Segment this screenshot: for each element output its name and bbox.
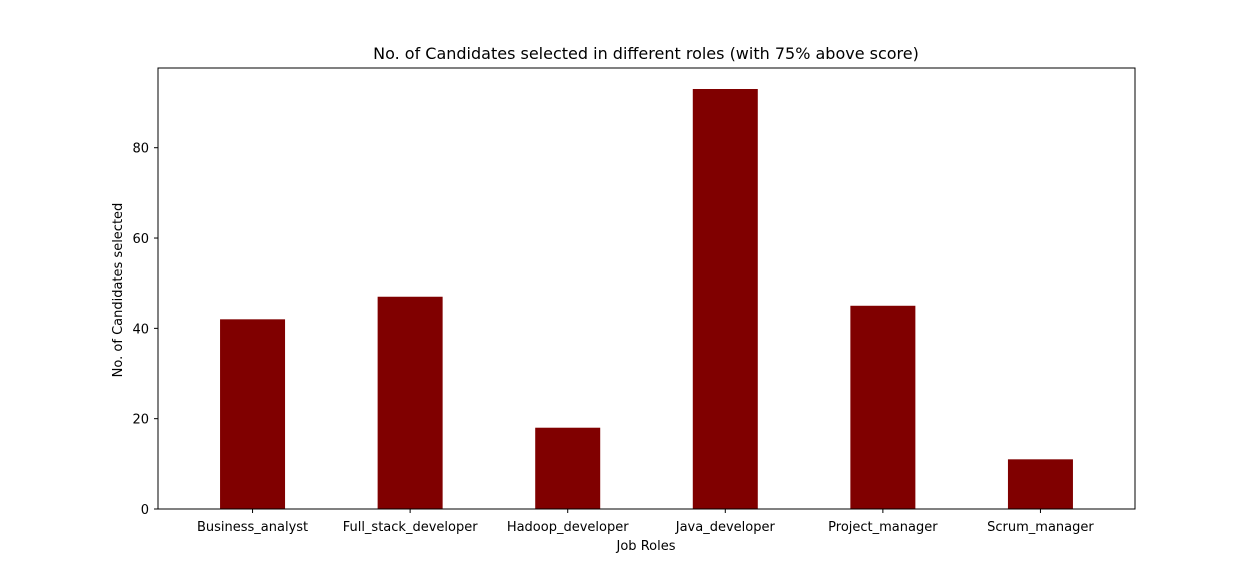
x-axis-title: Job Roles <box>616 539 676 554</box>
x-axis: Business_analyst Full_stack_developer Hado… <box>197 509 1094 535</box>
bar-project-manager <box>850 305 916 509</box>
y-tick-label: 60 <box>132 232 149 247</box>
y-tick-label: 40 <box>132 322 149 337</box>
x-tick-label: Business_analyst <box>197 520 308 535</box>
x-tick-label: Hadoop_developer <box>507 520 629 535</box>
bar-scrum-manager <box>1007 459 1073 509</box>
y-tick-label: 80 <box>132 142 149 157</box>
bar-hadoop-developer <box>535 427 601 509</box>
x-tick-label: Full_stack_developer <box>343 520 478 535</box>
chart-title: No. of Candidates selected in different … <box>373 44 919 63</box>
y-tick-label: 20 <box>132 413 149 428</box>
x-tick-label: Scrum_manager <box>987 520 1094 535</box>
bar-full-stack-developer <box>377 296 443 509</box>
y-axis: 0 20 40 60 80 <box>132 142 158 518</box>
y-tick-label: 0 <box>141 503 149 518</box>
x-tick-label: Project_manager <box>828 520 938 535</box>
bar-java-developer <box>692 89 758 509</box>
bar-business-analyst <box>220 319 286 509</box>
plot-frame <box>157 67 1136 510</box>
x-tick-label: Java_developer <box>675 520 776 535</box>
bars-group <box>220 89 1073 509</box>
y-axis-title: No. of Candidates selected <box>111 203 126 378</box>
